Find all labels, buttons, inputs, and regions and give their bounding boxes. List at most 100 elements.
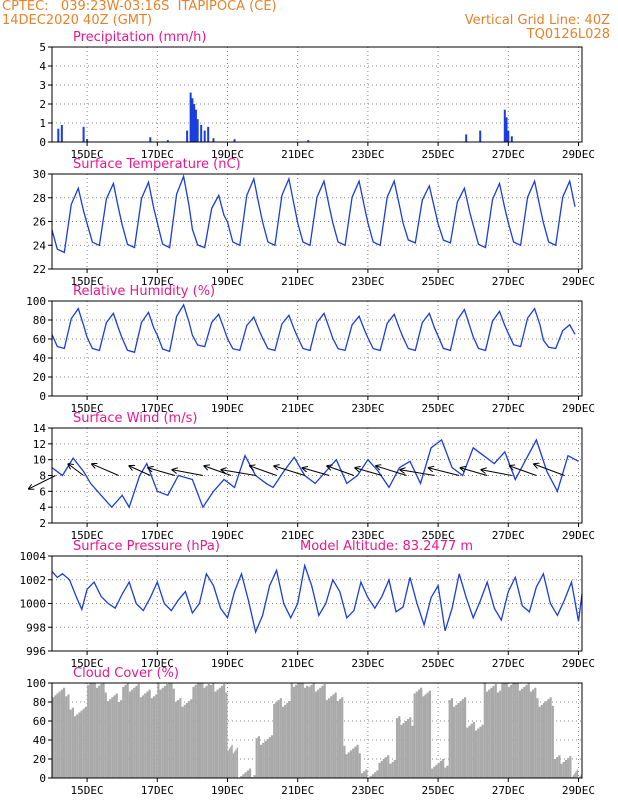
cloud-bar — [115, 693, 118, 778]
y-tick-label: 1002 — [20, 574, 47, 587]
y-tick-label: 30 — [33, 168, 46, 181]
cloud-bar — [183, 704, 186, 778]
cloud-bar — [411, 725, 414, 778]
cloud-bar — [536, 698, 539, 778]
cloud-bar — [534, 687, 537, 778]
x-tick-label: 25DEC — [422, 275, 455, 288]
cloud-bar — [148, 689, 151, 778]
cloud-bar — [130, 689, 134, 778]
precip-bar — [196, 119, 199, 142]
x-tick-label: 15DEC — [71, 657, 104, 670]
precip-bar — [193, 104, 196, 142]
cloud-bar — [259, 744, 263, 778]
cloud-bar — [232, 753, 235, 778]
cloud-bar — [477, 728, 480, 778]
x-tick-label: 23DEC — [351, 784, 384, 797]
cloud-bar — [240, 776, 243, 778]
cloud-bar — [378, 762, 381, 778]
x-tick-label: 29DEC — [562, 275, 595, 288]
cloud-bar — [188, 701, 191, 778]
cloud-bar — [444, 767, 447, 778]
cloud-bar — [93, 683, 96, 778]
y-tick-label: 996 — [26, 645, 46, 658]
x-tick-label: 29DEC — [562, 784, 595, 797]
x-tick-label: 23DEC — [351, 402, 384, 415]
cloud-bar — [336, 701, 339, 778]
x-tick-label: 19DEC — [211, 657, 244, 670]
wind-vector — [481, 470, 512, 476]
wind-speed-line — [51, 438, 579, 509]
precip-bar — [207, 126, 210, 142]
cloud-bar — [264, 740, 267, 778]
cloud-bar — [152, 696, 156, 778]
cloud-bar — [281, 706, 285, 778]
cloud-bar — [231, 744, 233, 778]
x-tick-label: 21DEC — [281, 529, 314, 542]
cloud-bar — [76, 714, 79, 778]
panel-frame — [51, 555, 583, 652]
cloud-bar — [352, 748, 355, 778]
x-tick-label: 15DEC — [71, 529, 104, 542]
cloud-bar — [481, 724, 484, 778]
wind-vector — [29, 475, 56, 489]
cloud-bar — [576, 769, 579, 778]
precip-bar — [479, 130, 482, 142]
precip-bar — [203, 130, 206, 142]
precip-bar — [510, 136, 513, 142]
cloud-bar — [442, 759, 445, 778]
cloud-bar — [325, 700, 328, 778]
cloud-bar — [457, 702, 460, 778]
cloud-bar — [523, 686, 526, 778]
cloud-bar — [308, 686, 311, 778]
cloud-bar — [485, 691, 489, 778]
humidity-line — [51, 303, 576, 354]
cloud-bar — [551, 705, 554, 778]
x-tick-label: 29DEC — [562, 529, 595, 542]
x-tick-label: 23DEC — [351, 275, 384, 288]
cloud-bar — [562, 761, 565, 778]
cloud-bar — [424, 694, 427, 778]
x-tick-label: 17DEC — [141, 784, 174, 797]
panel-3: Relative Humidity (%) 0 20 40 60 80 100 15DEC 17… — [26, 284, 595, 415]
wind-vector — [534, 464, 565, 476]
x-tick-label: 25DEC — [422, 402, 455, 415]
y-tick-label: 14 — [33, 422, 47, 435]
cloud-bar — [514, 683, 517, 778]
panel-title: Cloud Cover (%) — [73, 666, 179, 681]
cloud-bar — [579, 776, 581, 778]
cloud-bar — [521, 688, 524, 778]
panel-title: Precipitation (mm/h) — [73, 30, 206, 45]
x-tick-label: 17DEC — [141, 529, 174, 542]
cloud-bar — [310, 684, 313, 778]
cloud-bar — [78, 712, 81, 778]
cloud-bar — [455, 704, 458, 778]
cloud-bar — [415, 691, 418, 778]
cloud-bar — [218, 687, 221, 778]
y-tick-label: 2 — [39, 98, 46, 111]
wind-vector — [92, 464, 119, 476]
cloud-bar — [228, 748, 231, 778]
cloud-bar — [490, 687, 493, 778]
x-tick-label: 15DEC — [71, 148, 104, 161]
cloud-bar — [393, 759, 396, 778]
panel-2: Surface Temperature (nC) 22 24 26 28 30 15DEC 1… — [33, 157, 595, 288]
x-tick-label: 15DEC — [71, 784, 104, 797]
x-tick-label: 21DEC — [281, 402, 314, 415]
precip-bar — [86, 139, 89, 142]
cloud-bar — [56, 693, 59, 778]
precip-bar — [307, 140, 310, 142]
cloud-bar — [507, 686, 511, 778]
y-tick-label: 0 — [39, 772, 46, 785]
cloud-bar — [428, 690, 432, 778]
cloud-bar — [111, 697, 114, 778]
x-tick-label: 17DEC — [141, 657, 174, 670]
x-tick-label: 19DEC — [211, 529, 244, 542]
pressure-line — [51, 562, 583, 635]
cloud-bar — [499, 690, 502, 778]
x-tick-label: 17DEC — [141, 148, 174, 161]
x-tick-label: 19DEC — [211, 784, 244, 797]
cloud-bar — [303, 687, 307, 778]
cloud-bar — [236, 747, 239, 778]
cloud-bar — [503, 683, 506, 778]
cloud-bar — [369, 776, 372, 778]
